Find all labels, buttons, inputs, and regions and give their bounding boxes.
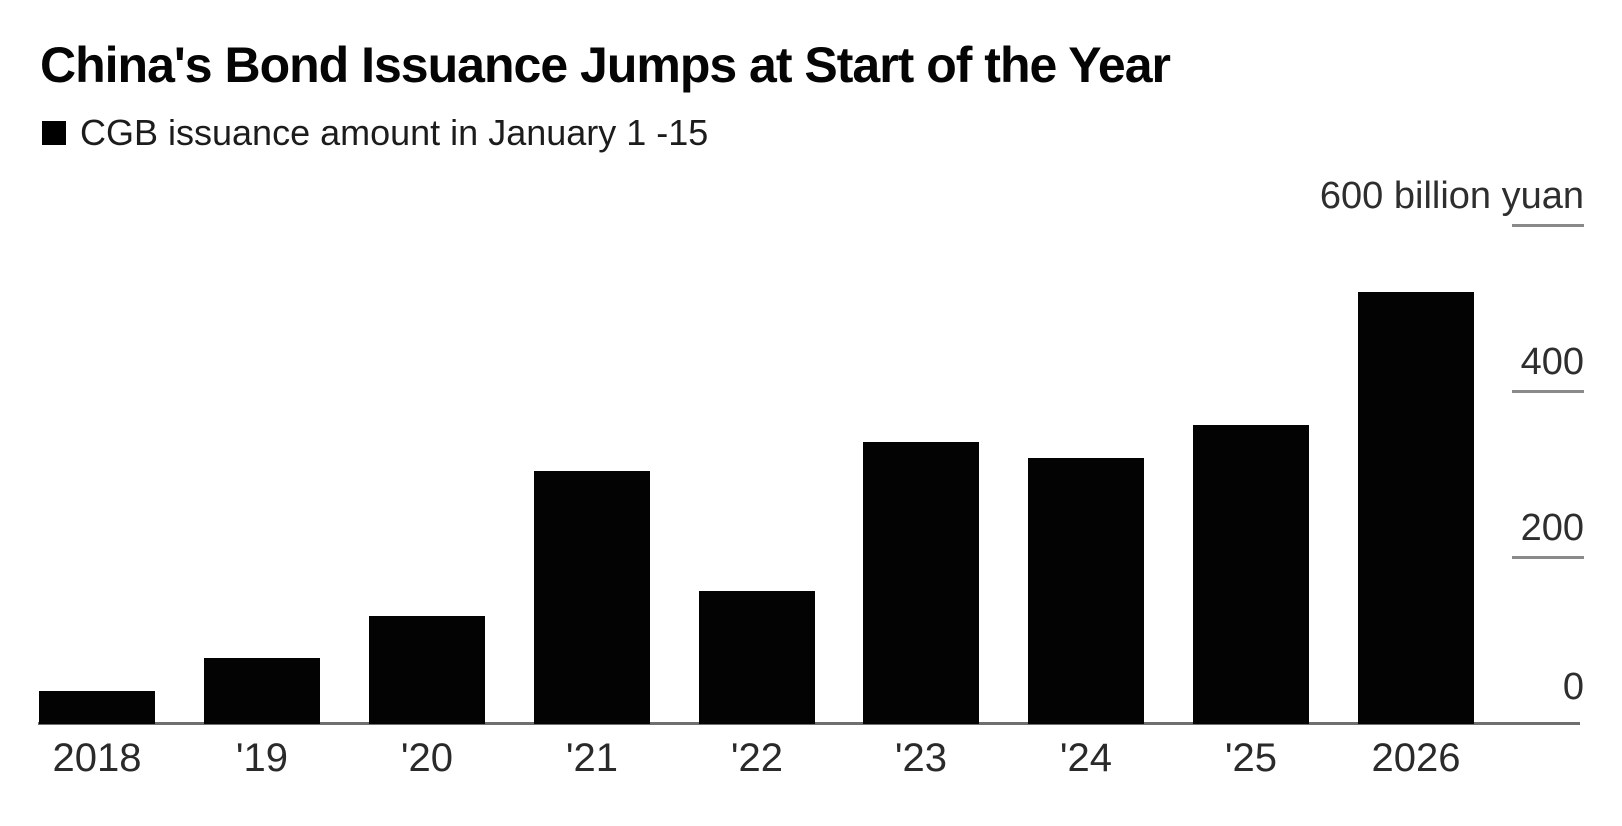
x-axis-label-21: '21 [565, 736, 619, 780]
y-tick-label-200: 200 [1520, 507, 1584, 549]
y-tick-line-600 [1512, 224, 1584, 227]
y-tick-line-400 [1512, 390, 1584, 393]
chart-legend: CGB issuance amount in January 1 -15 [42, 112, 708, 154]
y-tick-label-0: 0 [1562, 666, 1584, 708]
bar-24 [1028, 458, 1144, 724]
bar-20 [369, 616, 485, 724]
legend-swatch-icon [42, 121, 66, 145]
bar-23 [863, 442, 979, 724]
x-axis-label-2018: 2018 [52, 736, 142, 780]
x-axis-label-20: '20 [400, 736, 454, 780]
x-axis-label-24: '24 [1059, 736, 1113, 780]
bar-21 [534, 471, 650, 724]
legend-label: CGB issuance amount in January 1 -15 [80, 112, 709, 153]
x-axis-label-25: '25 [1224, 736, 1278, 780]
x-axis-label-22: '22 [730, 736, 784, 780]
x-axis-label-2026: 2026 [1371, 736, 1461, 780]
y-tick-line-200 [1512, 556, 1584, 559]
y-tick-label-600: 600 billion yuan [1319, 175, 1584, 217]
y-tick-label-400: 400 [1520, 341, 1584, 383]
bar-25 [1193, 425, 1309, 724]
bar-2018 [39, 691, 155, 724]
x-axis-label-23: '23 [894, 736, 948, 780]
bar-2026 [1358, 292, 1474, 724]
x-axis-label-19: '19 [235, 736, 289, 780]
bar-19 [204, 658, 320, 724]
bar-22 [699, 591, 815, 724]
chart-title: China's Bond Issuance Jumps at Start of … [40, 37, 1171, 93]
